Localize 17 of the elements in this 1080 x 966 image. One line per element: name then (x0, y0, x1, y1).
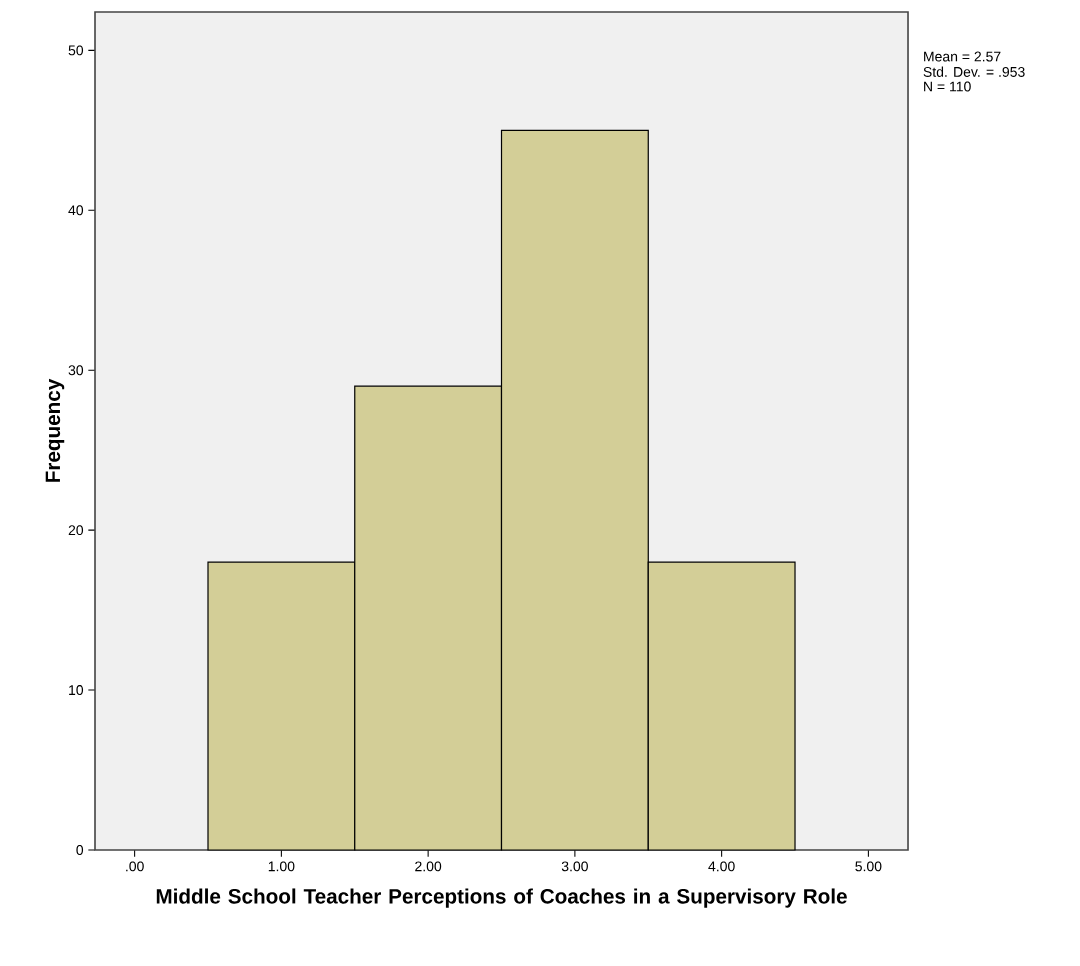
y-tick-label: 0 (76, 845, 84, 855)
y-axis-title: Frequency (45, 378, 65, 482)
text: Mean = 2.57 (924, 51, 1001, 62)
x-tick-label: 4.00 (708, 861, 735, 872)
x-tick-label: 2.00 (415, 861, 442, 872)
y-tick-label: 50 (68, 45, 84, 56)
x-tick-label: .00 (126, 861, 144, 872)
text: Std. Dev. = .953 (923, 66, 1025, 77)
y-tick-label: 10 (69, 685, 84, 696)
x-tick-label: 3.00 (561, 861, 588, 872)
y-tick-label: 40 (68, 205, 84, 216)
y-tick-label: 30 (68, 365, 84, 376)
x-axis-title: Middle School Teacher Perceptions of Coaches in a Supervisory Role (156, 888, 847, 908)
text: N = 110 (924, 81, 971, 92)
x-tick-label: 5.00 (855, 861, 882, 872)
x-tick-label: 1.00 (268, 861, 295, 872)
y-tick-label: 20 (68, 525, 84, 536)
